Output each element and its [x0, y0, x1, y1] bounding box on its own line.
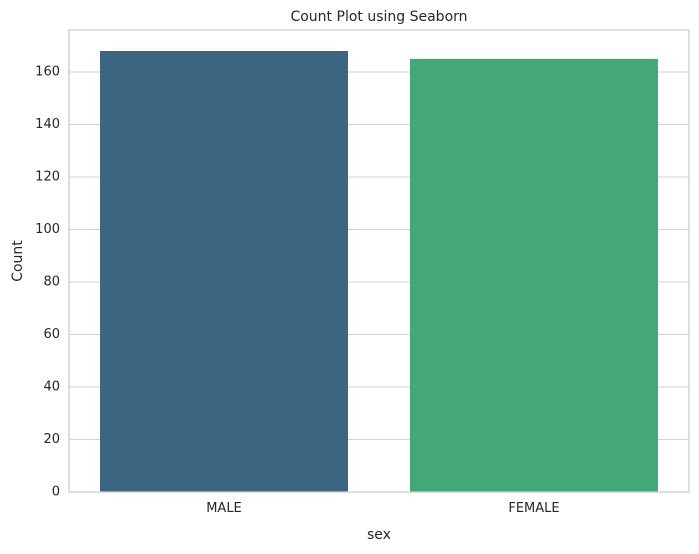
y-tick-label: 40 [43, 380, 60, 395]
y-tick-label: 60 [43, 327, 60, 342]
bar-male [100, 51, 348, 492]
bars [100, 51, 658, 492]
plot-frame [68, 29, 690, 493]
y-tick-labels: 0 20 40 60 80 100 120 140 160 [35, 65, 60, 500]
y-axis-title: Count [10, 240, 26, 282]
y-tick-label: 0 [52, 485, 60, 500]
y-tick-label: 120 [35, 170, 60, 185]
x-tick-label: FEMALE [508, 501, 559, 516]
bar-female [410, 58, 658, 492]
y-tick-label: 160 [35, 65, 60, 80]
y-tick-label: 80 [43, 275, 60, 290]
x-tick-label: MALE [206, 501, 242, 516]
chart-title: Count Plot using Seaborn [290, 9, 467, 25]
y-tick-label: 20 [43, 432, 60, 447]
y-tick-label: 140 [35, 117, 60, 132]
x-axis-title: sex [367, 527, 391, 543]
x-tick-labels: MALE FEMALE [206, 501, 559, 516]
y-tick-label: 100 [35, 222, 60, 237]
